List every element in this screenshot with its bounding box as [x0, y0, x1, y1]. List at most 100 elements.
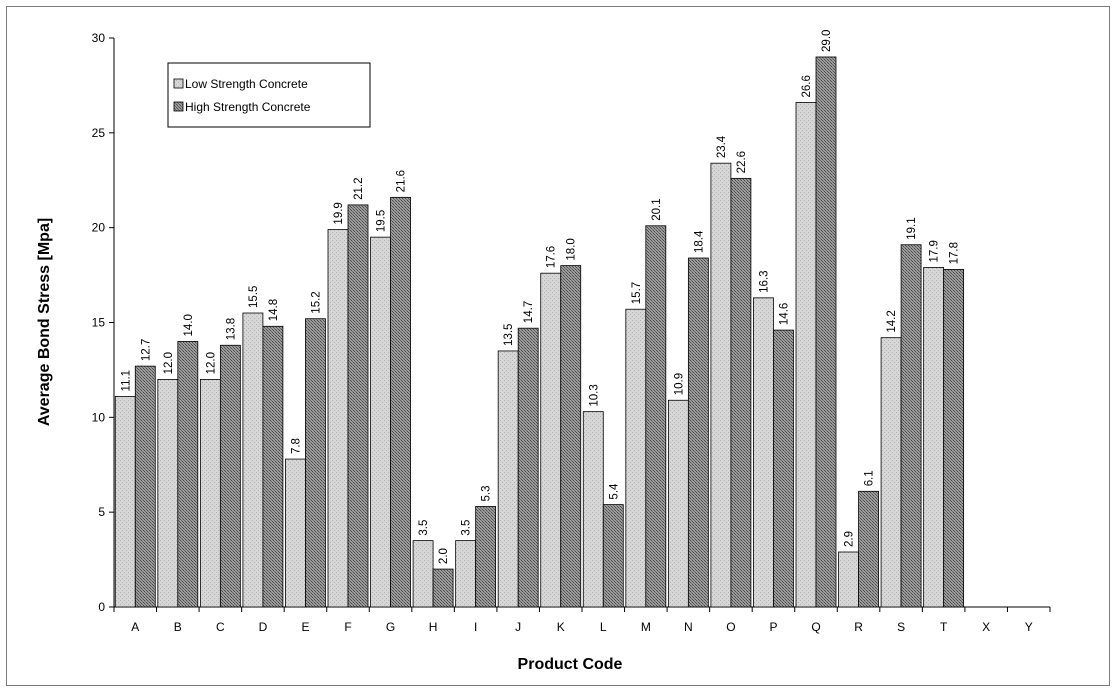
value-label-high-R: 6.1 — [864, 470, 876, 486]
x-tick-label: D — [259, 620, 268, 634]
bar-low-G — [370, 236, 391, 608]
bar-low-F — [327, 229, 349, 608]
value-label-low-E: 7.8 — [290, 438, 302, 454]
x-tick-label: Q — [811, 620, 820, 634]
x-tick-label: Y — [1025, 620, 1033, 634]
bar-low-C — [199, 378, 221, 608]
value-label-low-S: 14.2 — [886, 310, 898, 332]
bar-high-G — [390, 196, 411, 608]
value-label-high-G: 21.6 — [396, 170, 408, 192]
value-label-high-O: 22.6 — [736, 151, 748, 173]
legend-swatch-high — [173, 101, 184, 112]
bar-high-B — [177, 341, 199, 608]
y-tick-label: 25 — [92, 126, 106, 140]
y-tick-label: 15 — [92, 316, 106, 330]
value-labels: 11.1 12.0 12.0 15.5 7.8 19.9 19.5 3.5 3.5 13.5 17.… — [120, 30, 960, 564]
value-label-low-T: 17.9 — [929, 240, 941, 262]
value-label-low-D: 15.5 — [248, 286, 260, 308]
bar-low-L — [582, 411, 604, 608]
bar-low-E — [285, 458, 306, 608]
value-label-low-H: 3.5 — [418, 520, 430, 536]
x-tick-label: L — [600, 620, 607, 634]
value-label-high-F: 21.2 — [353, 178, 365, 200]
x-tick-label: E — [301, 620, 309, 634]
value-label-high-E: 15.2 — [310, 291, 322, 313]
bar-low-K — [540, 272, 562, 608]
bar-low-N — [667, 399, 689, 608]
legend-label-high: High Strength Concrete — [185, 100, 311, 114]
value-label-low-B: 12.0 — [163, 352, 175, 374]
bar-high-I — [475, 506, 497, 608]
value-label-high-I: 5.3 — [481, 485, 493, 501]
value-label-high-T: 17.8 — [949, 242, 961, 264]
bar-low-I — [455, 540, 477, 608]
value-label-low-M: 15.7 — [631, 282, 643, 304]
x-tick-label: K — [557, 620, 565, 634]
bar-high-L — [602, 504, 624, 608]
bar-low-M — [625, 308, 647, 608]
y-tick-label: 20 — [92, 221, 106, 235]
bar-high-J — [517, 327, 539, 608]
bar-high-S — [900, 244, 922, 608]
x-tick-label: G — [386, 620, 395, 634]
legend-box — [167, 62, 371, 128]
bar-high-P — [773, 329, 794, 608]
y-tick-label: 5 — [98, 505, 105, 519]
bar-high-E — [305, 318, 326, 608]
value-label-high-B: 14.0 — [183, 314, 195, 336]
bar-high-K — [560, 265, 582, 608]
x-axis-label: Product Code — [518, 656, 623, 673]
value-label-high-N: 18.4 — [693, 230, 705, 253]
value-label-low-A: 11.1 — [120, 370, 132, 392]
value-label-high-J: 14.7 — [523, 301, 535, 323]
value-label-low-O: 23.4 — [716, 135, 728, 158]
value-label-low-J: 13.5 — [503, 324, 515, 346]
bar-high-H — [432, 568, 454, 608]
bar-low-R — [838, 551, 859, 608]
value-label-low-C: 12.0 — [205, 352, 217, 374]
bar-high-C — [219, 344, 241, 608]
value-label-high-C: 13.8 — [225, 318, 237, 340]
legend-label-low: Low Strength Concrete — [185, 77, 308, 91]
bar-high-D — [262, 325, 284, 608]
value-label-low-R: 2.9 — [844, 531, 856, 547]
x-tick-label: M — [641, 620, 651, 634]
bar-low-Q — [795, 102, 817, 608]
y-tick-label: 30 — [92, 31, 106, 45]
bar-high-N — [687, 257, 709, 608]
x-tick-label: A — [131, 620, 139, 634]
value-label-low-K: 17.6 — [546, 246, 558, 268]
bar-low-A — [114, 396, 136, 608]
y-axis-label: Average Bond Stress [Mpa] — [36, 218, 53, 426]
bar-low-D — [242, 312, 264, 608]
x-tick-label: I — [474, 620, 477, 634]
x-tick-label: T — [940, 620, 948, 634]
y-tick-label: 10 — [92, 410, 106, 424]
bar-low-O — [710, 162, 732, 608]
value-label-high-K: 18.0 — [566, 238, 578, 260]
x-tick-label: J — [515, 620, 521, 634]
bar-high-Q — [815, 56, 837, 608]
bar-low-P — [753, 297, 774, 608]
value-label-low-I: 3.5 — [461, 520, 473, 536]
x-tick-label: X — [982, 620, 990, 634]
y-tick-label: 0 — [98, 600, 105, 614]
bar-low-J — [497, 350, 519, 608]
value-label-low-N: 10.9 — [673, 373, 685, 395]
bar-low-T — [923, 267, 945, 608]
value-label-high-Q: 29.0 — [821, 30, 833, 52]
value-label-high-D: 14.8 — [268, 299, 280, 321]
bar-high-M — [645, 225, 667, 608]
x-tick-label: O — [726, 620, 735, 634]
x-tick-label: N — [684, 620, 693, 634]
value-label-low-Q: 26.6 — [801, 75, 813, 97]
bar-high-A — [134, 365, 156, 608]
bar-low-S — [880, 337, 902, 608]
x-tick-label: S — [897, 620, 905, 634]
value-label-high-H: 2.0 — [438, 548, 450, 564]
bar-high-O — [730, 177, 752, 608]
bar-low-H — [412, 540, 434, 608]
value-label-high-M: 20.1 — [651, 198, 663, 220]
x-tick-label: B — [174, 620, 182, 634]
